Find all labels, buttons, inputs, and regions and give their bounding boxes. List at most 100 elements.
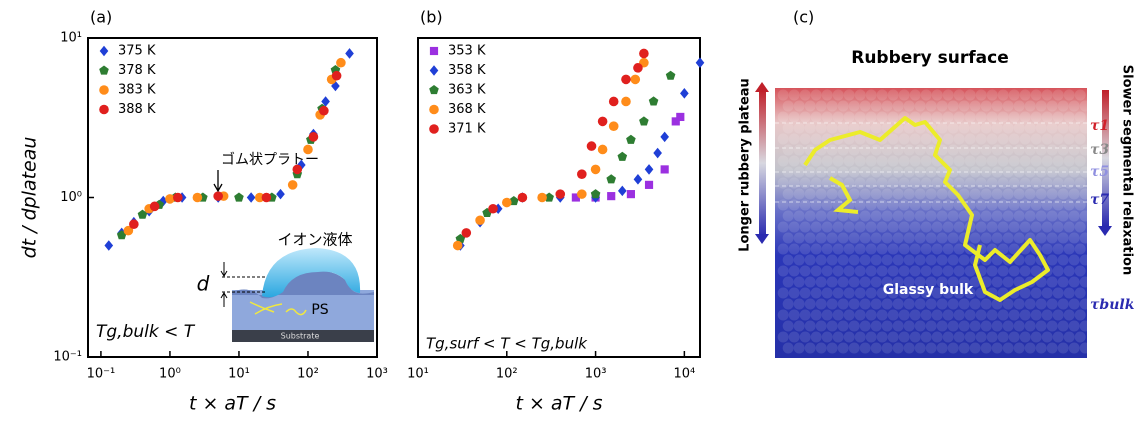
sphere [980, 298, 992, 310]
sphere [826, 342, 838, 354]
sphere [991, 210, 1003, 222]
sphere [942, 331, 954, 343]
sphere [903, 232, 915, 244]
sphere [782, 342, 794, 354]
sphere [1024, 342, 1036, 354]
sphere [986, 155, 998, 167]
sphere [1068, 298, 1080, 310]
sphere [810, 331, 822, 343]
sphere [914, 232, 926, 244]
sphere [782, 100, 794, 112]
sphere [777, 221, 789, 233]
sphere [964, 309, 976, 321]
sphere [964, 331, 976, 343]
marker [617, 185, 627, 197]
sphere [1052, 155, 1064, 167]
sphere [859, 188, 871, 200]
sphere [1057, 122, 1069, 134]
marker [555, 189, 566, 199]
sphere [914, 342, 926, 354]
sphere [854, 287, 866, 299]
legend-label: 358 K [448, 63, 486, 78]
sphere [1013, 166, 1025, 178]
sphere [925, 342, 937, 354]
sphere [826, 276, 838, 288]
sphere [777, 111, 789, 123]
sphere [881, 100, 893, 112]
sphere [782, 298, 794, 310]
sphere [1024, 210, 1036, 222]
sphere [909, 177, 921, 189]
tau-label: τ3 [1090, 142, 1109, 158]
marker [617, 151, 628, 161]
sphere [1052, 199, 1064, 211]
marker [633, 63, 643, 73]
sphere [870, 342, 882, 354]
sphere [969, 276, 981, 288]
sphere [876, 89, 888, 101]
sphere [804, 188, 816, 200]
sphere [903, 276, 915, 288]
sphere [947, 254, 959, 266]
sphere [1024, 254, 1036, 266]
marker [644, 180, 654, 189]
marker [292, 164, 303, 175]
marker [606, 174, 617, 184]
sphere [1041, 287, 1053, 299]
sphere [810, 177, 822, 189]
sphere [986, 309, 998, 321]
axes-frame [417, 37, 701, 358]
sphere [782, 188, 794, 200]
sphere [920, 331, 932, 343]
sphere [887, 111, 899, 123]
sphere [1079, 298, 1091, 310]
sphere [903, 254, 915, 266]
marker [626, 190, 635, 199]
annotation: Tg,bulk < T [96, 322, 196, 342]
sphere [1008, 331, 1020, 343]
sphere [777, 243, 789, 255]
sphere [1057, 254, 1069, 266]
sphere [1079, 210, 1091, 222]
sphere [1002, 210, 1014, 222]
sphere [799, 331, 811, 343]
sphere [969, 166, 981, 178]
sphere [936, 210, 948, 222]
sphere [1074, 331, 1086, 343]
sphere [936, 122, 948, 134]
marker [621, 74, 631, 85]
sphere [953, 177, 965, 189]
sphere [821, 309, 833, 321]
sphere [788, 243, 800, 255]
sphere [991, 188, 1003, 200]
sphere [947, 100, 959, 112]
sphere [1019, 89, 1031, 101]
sphere [832, 243, 844, 255]
sphere [1024, 100, 1036, 112]
sphere [909, 89, 921, 101]
sphere [1035, 298, 1047, 310]
sphere [898, 221, 910, 233]
sphere [865, 199, 877, 211]
sphere [1052, 331, 1064, 343]
sphere [936, 298, 948, 310]
sphere [1074, 111, 1086, 123]
sphere [848, 254, 860, 266]
sphere [1068, 166, 1080, 178]
marker [429, 104, 439, 115]
sphere [865, 309, 877, 321]
sphere [859, 100, 871, 112]
sphere [777, 309, 789, 321]
marker [123, 225, 134, 236]
sphere [942, 111, 954, 123]
sphere [936, 276, 948, 288]
sphere [848, 342, 860, 354]
sphere [920, 133, 932, 145]
sphere [975, 199, 987, 211]
sphere [804, 254, 816, 266]
sphere [969, 122, 981, 134]
sphere [1052, 133, 1064, 145]
sphere [826, 254, 838, 266]
sphere [964, 155, 976, 167]
sphere [986, 265, 998, 277]
